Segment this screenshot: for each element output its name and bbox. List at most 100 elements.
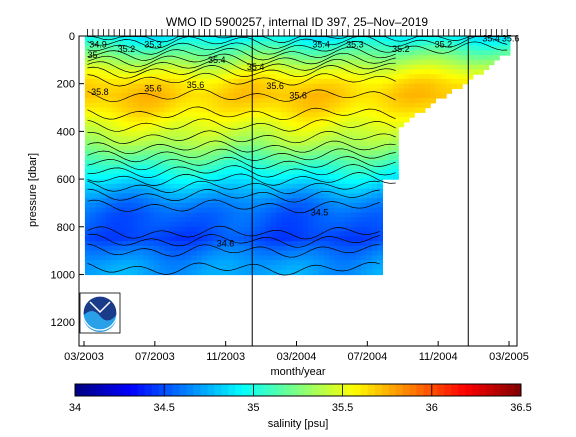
- salinity-cell: [302, 207, 309, 214]
- salinity-cell: [355, 131, 362, 137]
- salinity-cell: [329, 269, 336, 276]
- salinity-cell: [106, 131, 112, 137]
- salinity-cell: [132, 269, 139, 276]
- salinity-cell: [456, 59, 463, 66]
- salinity-cell: [238, 217, 245, 223]
- salinity-cell: [456, 74, 463, 80]
- salinity-cell: [127, 121, 134, 128]
- salinity-cell: [334, 131, 341, 137]
- salinity-cell: [228, 74, 235, 80]
- salinity-cell: [371, 140, 378, 147]
- salinity-cell: [371, 174, 378, 180]
- salinity-cell: [164, 64, 171, 70]
- salinity-cell: [270, 269, 277, 276]
- salinity-cell: [329, 188, 336, 194]
- salinity-cell: [212, 207, 219, 214]
- salinity-cell: [228, 164, 235, 171]
- salinity-cell: [169, 83, 176, 90]
- salinity-cell: [201, 231, 208, 237]
- salinity-cell: [116, 121, 123, 128]
- salinity-cell: [175, 193, 182, 199]
- salinity-cell: [138, 150, 144, 156]
- salinity-cell: [323, 69, 330, 75]
- salinity-cell: [382, 155, 389, 161]
- salinity-cell: [153, 83, 160, 90]
- salinity-cell: [207, 45, 213, 51]
- salinity-cell: [95, 250, 102, 256]
- salinity-cell: [440, 69, 447, 75]
- salinity-cell: [467, 45, 474, 51]
- salinity-cell: [323, 136, 330, 142]
- salinity-cell: [366, 64, 373, 70]
- salinity-cell: [313, 188, 320, 194]
- salinity-cell: [175, 264, 182, 271]
- salinity-cell: [345, 260, 352, 266]
- salinity-cell: [430, 83, 437, 90]
- salinity-cell: [100, 236, 107, 242]
- salinity-cell: [143, 126, 150, 132]
- salinity-cell: [345, 50, 352, 56]
- salinity-cell: [318, 55, 325, 61]
- salinity-cell: [95, 74, 102, 80]
- salinity-cell: [196, 217, 203, 223]
- salinity-cell: [228, 88, 235, 94]
- salinity-cell: [292, 241, 298, 247]
- salinity-cell: [185, 126, 192, 132]
- salinity-cell: [281, 250, 288, 256]
- salinity-cell: [244, 150, 251, 156]
- salinity-cell: [138, 136, 144, 142]
- salinity-cell: [387, 74, 394, 80]
- salinity-cell: [334, 202, 341, 209]
- contour-line: [87, 225, 380, 240]
- salinity-cell: [217, 236, 224, 242]
- salinity-cell: [169, 88, 176, 94]
- salinity-cell: [403, 69, 410, 75]
- salinity-cell: [345, 117, 352, 123]
- salinity-cell: [276, 88, 282, 94]
- salinity-cell: [148, 131, 155, 137]
- salinity-cell: [217, 150, 224, 156]
- salinity-cell: [185, 83, 192, 90]
- salinity-cell: [451, 74, 458, 80]
- salinity-cell: [334, 207, 341, 214]
- salinity-cell: [387, 117, 394, 123]
- salinity-cell: [212, 64, 219, 70]
- salinity-cell: [223, 155, 229, 161]
- salinity-cell: [292, 74, 298, 80]
- salinity-cell: [313, 59, 320, 66]
- x-tick-label: 03/2003: [64, 351, 104, 363]
- salinity-cell: [419, 93, 426, 99]
- salinity-cell: [286, 55, 293, 61]
- salinity-cell: [212, 140, 219, 147]
- salinity-cell: [148, 179, 155, 185]
- salinity-cell: [223, 121, 229, 128]
- salinity-cell: [122, 269, 128, 276]
- salinity-cell: [329, 174, 336, 180]
- salinity-cell: [159, 98, 166, 104]
- salinity-cell: [260, 222, 267, 228]
- chart-title: WMO ID 5900257, internal ID 397, 25–Nov–…: [166, 15, 428, 29]
- salinity-cell: [106, 188, 112, 194]
- colorbar-swatch: [277, 384, 285, 396]
- salinity-cell: [366, 136, 373, 142]
- salinity-cell: [127, 145, 134, 152]
- colorbar-swatch: [479, 384, 487, 396]
- salinity-cell: [361, 69, 367, 75]
- salinity-cell: [387, 93, 394, 99]
- salinity-cell: [313, 131, 320, 137]
- salinity-cell: [286, 179, 293, 185]
- salinity-cell: [111, 112, 118, 118]
- salinity-cell: [366, 40, 373, 47]
- salinity-cell: [472, 69, 479, 75]
- salinity-cell: [180, 174, 187, 180]
- salinity-cell: [382, 102, 389, 109]
- salinity-cell: [302, 83, 309, 90]
- salinity-cell: [292, 236, 298, 242]
- salinity-cell: [196, 236, 203, 242]
- salinity-cell: [281, 59, 288, 66]
- salinity-cell: [339, 88, 346, 94]
- salinity-cell: [345, 174, 352, 180]
- salinity-cell: [488, 59, 495, 66]
- salinity-cell: [238, 150, 245, 156]
- salinity-cell: [292, 117, 298, 123]
